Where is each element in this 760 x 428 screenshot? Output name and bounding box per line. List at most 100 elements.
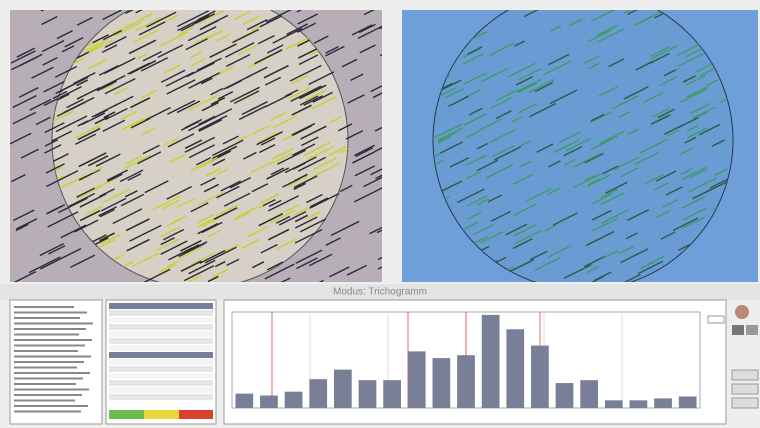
- hair: [176, 100, 201, 114]
- hair: [198, 115, 216, 126]
- hair-marked: [679, 88, 708, 104]
- hair-marked: [627, 10, 638, 16]
- hair-marked: [180, 260, 202, 272]
- hair-marked: [563, 145, 583, 157]
- hair: [166, 185, 192, 200]
- hair-marked: [240, 239, 260, 250]
- hair-marked: [620, 167, 639, 178]
- text-line: [14, 399, 75, 402]
- hair-marked: [130, 97, 151, 109]
- thumb[interactable]: [735, 305, 749, 319]
- hair-marked: [207, 275, 219, 282]
- hair: [264, 263, 295, 280]
- bar: [309, 379, 328, 408]
- hair: [198, 119, 223, 132]
- hair-marked: [601, 165, 619, 175]
- hair-marked: [284, 204, 300, 213]
- hair-marked: [465, 154, 488, 166]
- hair-marked: [515, 76, 533, 86]
- hair: [289, 64, 322, 82]
- hair-marked: [600, 188, 619, 199]
- button[interactable]: [731, 369, 759, 381]
- hair: [68, 192, 95, 208]
- hair: [166, 79, 196, 95]
- hair-marked: [588, 62, 600, 70]
- hair-marked: [494, 146, 521, 161]
- hair-marked: [693, 106, 716, 119]
- hair-marked: [293, 182, 307, 191]
- hair: [184, 244, 200, 253]
- hair: [102, 119, 126, 132]
- hair: [201, 221, 223, 234]
- hair-marked: [644, 173, 664, 185]
- hair: [351, 24, 373, 36]
- hair: [303, 95, 323, 106]
- hair-marked: [686, 86, 708, 98]
- hair: [99, 188, 115, 198]
- hair: [354, 165, 376, 177]
- status-red: [179, 410, 213, 419]
- hair-marked: [258, 213, 284, 227]
- hair-marked: [650, 114, 670, 125]
- hair-marked: [198, 191, 223, 206]
- hair-marked: [552, 212, 578, 226]
- hair-marked: [212, 145, 238, 160]
- hair: [370, 168, 382, 176]
- hair-marked: [489, 42, 515, 57]
- hair-marked: [642, 91, 664, 104]
- hair-marked: [78, 168, 101, 181]
- hair-marked: [137, 52, 148, 60]
- hair-marked: [205, 168, 221, 177]
- hair-marked: [312, 162, 340, 178]
- hair-marked: [289, 86, 312, 99]
- hair: [223, 192, 251, 207]
- hair: [266, 261, 284, 271]
- hair-marked: [303, 141, 331, 157]
- hair: [186, 62, 215, 78]
- hair-marked: [77, 127, 101, 141]
- hair-marked: [121, 118, 144, 131]
- hair-marked: [686, 124, 699, 132]
- hair: [238, 105, 267, 121]
- hair-marked: [449, 156, 470, 168]
- hair-marked: [125, 155, 142, 165]
- hair: [47, 211, 79, 228]
- hair: [341, 58, 358, 68]
- table-row: [109, 331, 213, 337]
- hair: [260, 243, 278, 254]
- hair: [96, 80, 117, 92]
- bar: [580, 380, 599, 408]
- hair: [137, 151, 162, 165]
- hair-marked: [589, 111, 612, 124]
- hair-marked: [620, 273, 641, 282]
- hair-marked: [209, 43, 237, 58]
- hair-marked: [122, 154, 152, 170]
- hair-marked: [600, 192, 625, 206]
- hair: [63, 96, 95, 114]
- thumb[interactable]: [746, 325, 758, 335]
- hair-marked: [457, 188, 485, 204]
- hair: [180, 23, 195, 32]
- bar: [629, 400, 648, 408]
- hair: [146, 11, 177, 28]
- hair: [197, 10, 216, 21]
- hair-marked: [466, 195, 488, 207]
- hair-marked: [176, 197, 196, 208]
- button[interactable]: [731, 383, 759, 395]
- hair: [249, 101, 268, 112]
- hair-marked: [584, 152, 604, 164]
- hair-marked: [113, 87, 129, 96]
- text-line: [14, 366, 77, 369]
- hair-marked: [237, 134, 250, 142]
- hair-marked: [485, 163, 514, 179]
- thumb[interactable]: [732, 325, 744, 335]
- hair-marked: [688, 177, 717, 193]
- hair-marked: [212, 158, 226, 167]
- button[interactable]: [731, 397, 759, 409]
- hair-marked: [166, 260, 179, 268]
- hair-marked: [188, 104, 200, 111]
- hair-marked: [597, 86, 618, 98]
- hair-marked: [234, 206, 258, 220]
- hair: [167, 133, 195, 148]
